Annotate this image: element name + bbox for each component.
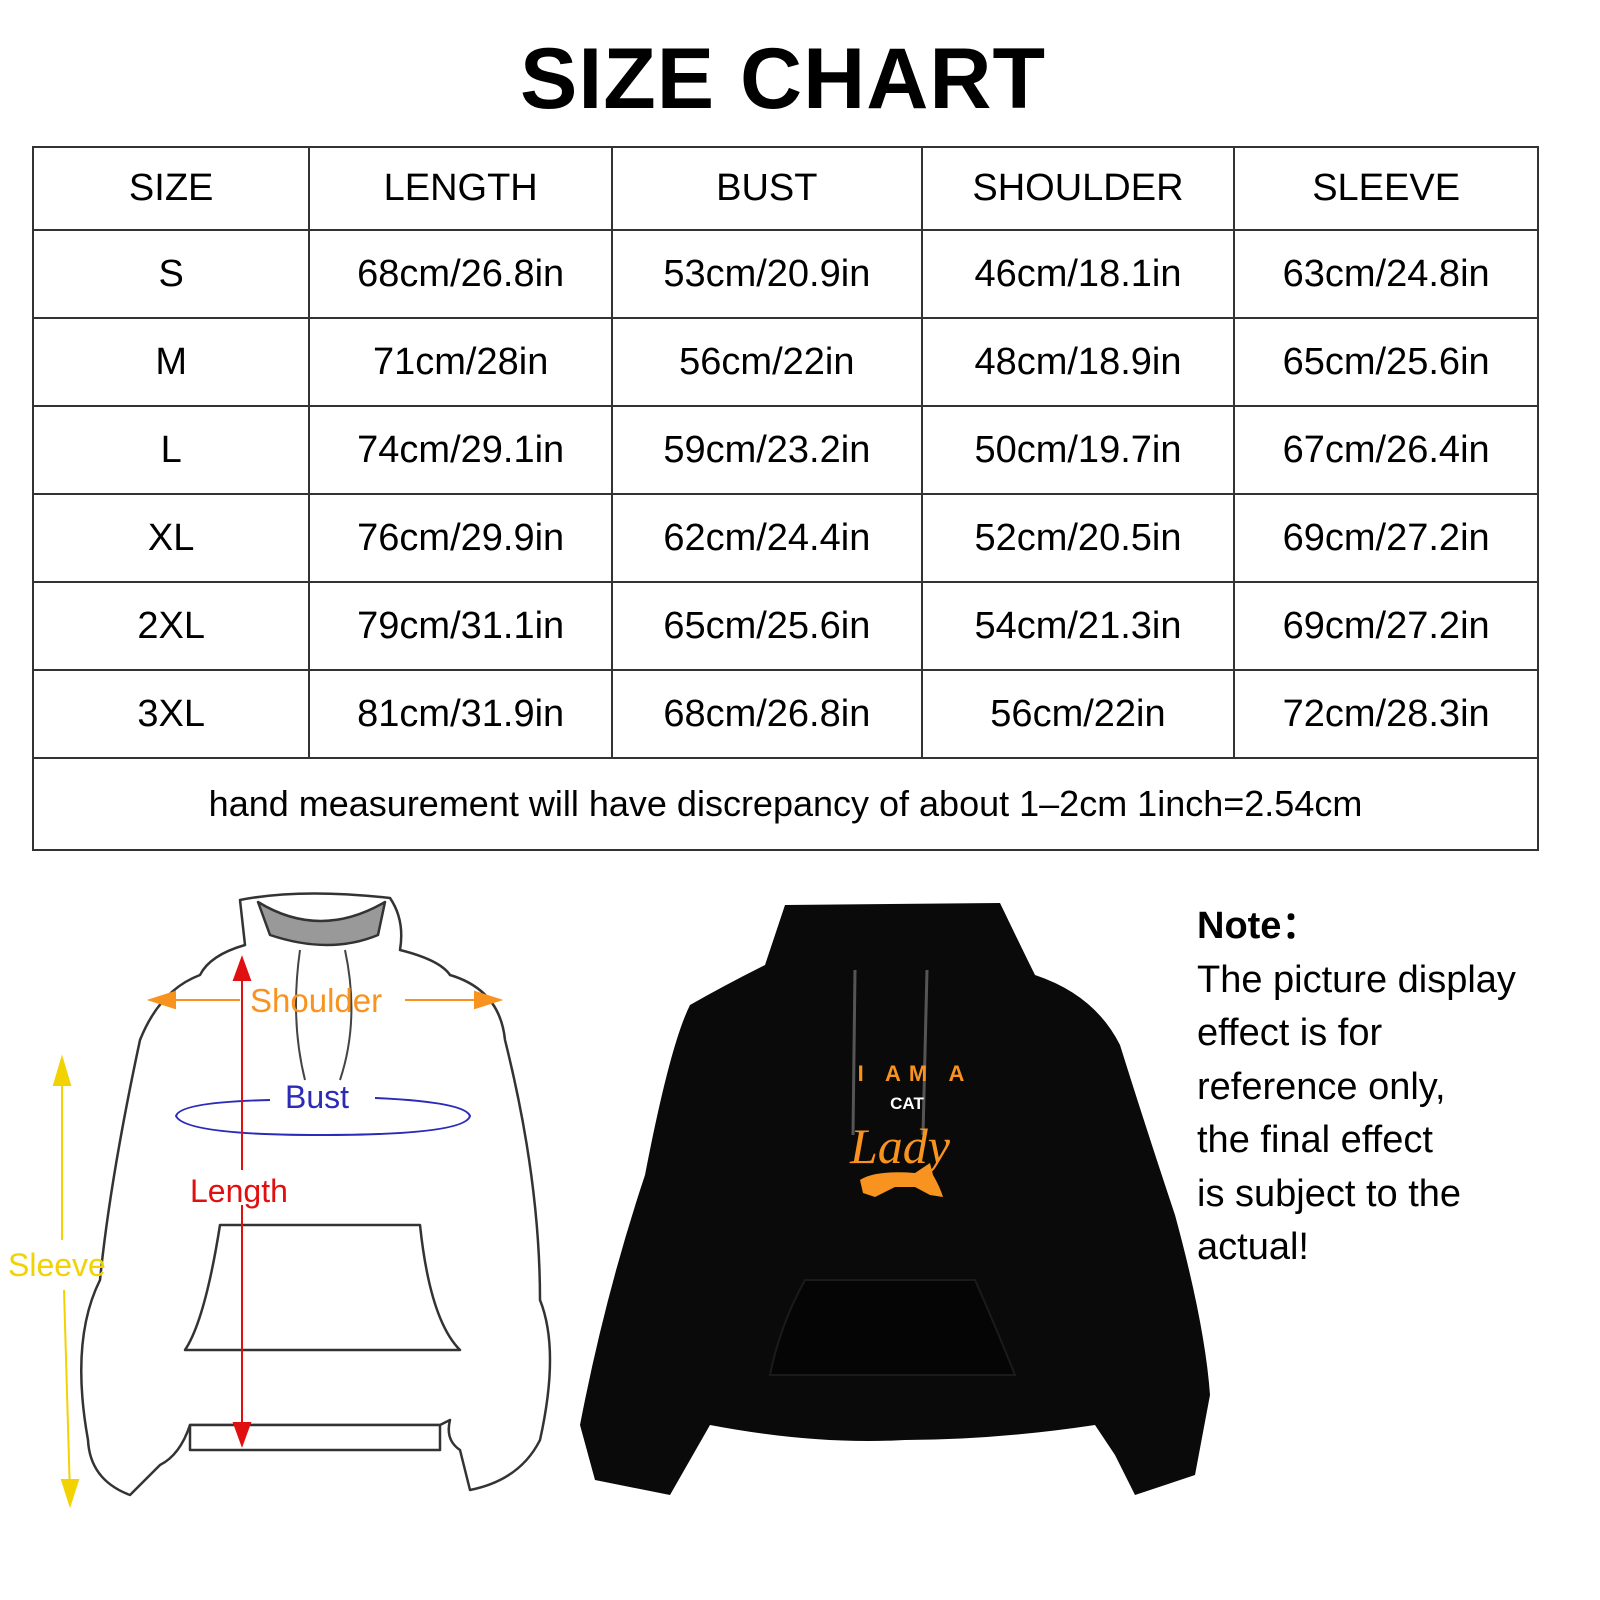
cell-shoulder: 56cm/22in [920,669,1236,759]
table-row: M 71cm/28in 56cm/22in 48cm/18.9in 65cm/25.6i… [31,317,1539,407]
measurement-footnote: hand measurement will have discrepancy o… [32,757,1539,851]
sleeve-measure [52,1054,80,1509]
cell-sleeve: 67cm/26.4in [1233,405,1539,495]
size-table: SIZE LENGTH BUST SHOULDER SLEEVE S 68cm/2… [31,146,1539,851]
header-shoulder: SHOULDER [920,146,1236,231]
bust-measure [174,1097,472,1137]
length-measure [232,955,252,1448]
cell-length: 68cm/26.8in [308,229,613,319]
black-hoodie [580,903,1210,1495]
shoulder-measure [146,990,504,1010]
print-line-1: I AM A [858,1061,973,1086]
cell-bust: 56cm/22in [611,317,923,407]
note-heading: Note： [1197,905,1320,947]
hoodie-measurement-diagram: Shoulder Bust Length Sleeve [8,892,552,1509]
cell-size: L [31,405,311,495]
table-row: L 74cm/29.1in 59cm/23.2in 50cm/19.7in 67cm/2… [31,405,1539,495]
cell-shoulder: 52cm/20.5in [920,493,1236,583]
table-row: XL 76cm/29.9in 62cm/24.4in 52cm/20.5in 69cm/… [31,493,1539,583]
cell-size: 3XL [31,669,311,759]
cell-sleeve: 69cm/27.2in [1233,581,1539,671]
header-bust: BUST [611,146,923,231]
note-box: Note： The picture display effect is for … [1197,900,1516,1275]
table-row: 2XL 79cm/31.1in 65cm/25.6in 54cm/21.3in 69cm… [31,581,1539,671]
note-line: effect is for [1197,1012,1383,1054]
print-line-2: CAT [890,1094,924,1113]
note-line: is subject to the [1197,1172,1462,1215]
cell-shoulder: 48cm/18.9in [920,317,1236,407]
note-line: actual! [1197,1226,1309,1268]
cell-bust: 59cm/23.2in [611,405,923,495]
cell-bust: 62cm/24.4in [611,493,923,583]
cell-size: XL [31,493,311,583]
table-row: 3XL 81cm/31.9in 68cm/26.8in 56cm/22in 72cm/2… [31,669,1539,759]
cell-length: 79cm/31.1in [308,581,613,671]
bust-label: Bust [285,1079,349,1115]
cell-size: M [31,317,311,407]
cell-shoulder: 50cm/19.7in [920,405,1236,495]
cell-size: S [31,229,311,319]
cat-silhouette-icon [860,1163,943,1197]
cell-sleeve: 65cm/25.6in [1233,317,1539,407]
table-header-row: SIZE LENGTH BUST SHOULDER SLEEVE [31,146,1539,231]
sleeve-label: Sleeve [8,1247,106,1283]
note-line: reference only, [1197,1065,1446,1108]
shoulder-label: Shoulder [250,982,382,1019]
cell-length: 76cm/29.9in [308,493,613,583]
cell-sleeve: 69cm/27.2in [1233,493,1539,583]
cell-shoulder: 46cm/18.1in [920,229,1236,319]
product-hoodie-image: I AM A CAT Lady [580,903,1210,1495]
header-size: SIZE [31,146,311,231]
note-line: The picture display [1197,958,1516,1001]
cell-length: 81cm/31.9in [308,669,613,759]
cell-bust: 53cm/20.9in [611,229,923,319]
print-line-3: Lady [849,1118,951,1174]
page-title: SIZE CHART [520,31,1046,127]
cell-shoulder: 54cm/21.3in [920,581,1236,671]
cell-size: 2XL [31,581,311,671]
cell-sleeve: 72cm/28.3in [1233,669,1539,759]
cell-bust: 65cm/25.6in [611,581,923,671]
cell-sleeve: 63cm/24.8in [1233,229,1539,319]
header-length: LENGTH [308,146,613,231]
note-line: the final effect [1197,1119,1433,1161]
cell-length: 74cm/29.1in [308,405,613,495]
table-row: S 68cm/26.8in 53cm/20.9in 46cm/18.1in 63cm/2… [31,229,1539,319]
cell-bust: 68cm/26.8in [611,669,923,759]
cell-length: 71cm/28in [308,317,613,407]
length-label: Length [190,1173,288,1209]
header-sleeve: SLEEVE [1233,146,1539,231]
